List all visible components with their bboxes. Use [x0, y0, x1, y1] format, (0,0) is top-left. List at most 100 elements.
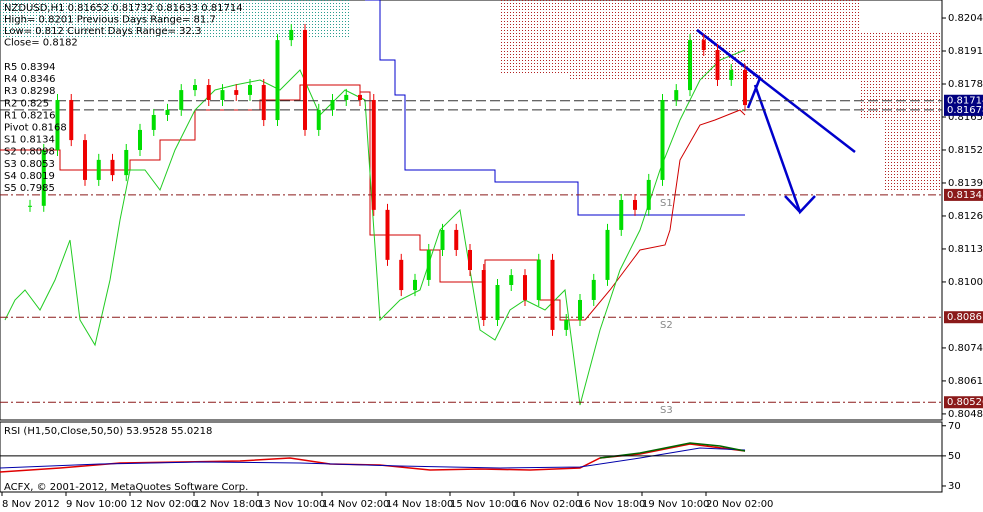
info-line: NZDUSD,H1 0.81652 0.81732 0.81633 0.8171… — [4, 3, 243, 14]
candle — [96, 159, 101, 180]
candle — [509, 275, 514, 285]
candle — [261, 85, 266, 121]
candle — [688, 40, 692, 91]
candle — [495, 284, 500, 321]
candle — [523, 275, 527, 300]
candle — [344, 94, 349, 100]
candle — [633, 199, 637, 210]
candle — [110, 159, 115, 176]
candle — [83, 140, 87, 180]
price-box — [944, 94, 983, 107]
x-tick-label: 12 Nov 18:00 — [194, 499, 261, 510]
x-tick-label: 16 Nov 18:00 — [578, 499, 645, 510]
candle — [399, 259, 404, 291]
price-box-label: 0.80861 — [947, 312, 983, 323]
candle — [715, 49, 720, 80]
x-tick-label: 8 Nov 2012 — [2, 499, 60, 510]
candle — [206, 85, 211, 100]
rsi-signal — [0, 447, 746, 469]
pivot-label: R5 0.8394 — [4, 62, 55, 73]
level-label: S3 — [660, 405, 673, 416]
x-tick-label: 14 Nov 02:00 — [322, 499, 389, 510]
x-tick-label: 13 Nov 10:00 — [258, 499, 325, 510]
candle — [536, 259, 541, 300]
price-box-label: 0.81714 — [947, 96, 983, 107]
price-box-label: 0.81678 — [947, 105, 983, 116]
pivot-label: R1 0.8216 — [4, 110, 55, 121]
x-tick-label: 9 Nov 10:00 — [66, 499, 127, 510]
candle — [220, 90, 225, 100]
rsi-panel — [0, 421, 943, 493]
level-label: S1 — [660, 198, 673, 209]
candle — [179, 90, 184, 110]
candle — [248, 85, 252, 95]
candle — [578, 299, 582, 321]
candle — [55, 99, 60, 150]
candle — [674, 90, 679, 100]
candle — [440, 229, 445, 250]
rsi-tick-label: 70 — [948, 421, 961, 432]
candle — [289, 29, 294, 41]
candle — [564, 320, 569, 330]
candle — [234, 90, 239, 95]
pivot-label: S3 0.8053 — [4, 159, 55, 170]
candle — [743, 70, 747, 106]
candle — [660, 99, 665, 180]
candle — [454, 229, 459, 250]
pivot-label: S2 0.8098 — [4, 147, 55, 158]
candle — [646, 179, 651, 210]
candle — [701, 40, 706, 50]
rsi-tick-label: 30 — [948, 481, 961, 492]
price-box — [944, 188, 983, 201]
candle — [138, 129, 142, 150]
x-tick-label: 20 Nov 02:00 — [706, 499, 773, 510]
info-line: Close= 0.8182 — [4, 38, 78, 49]
x-tick-label: 14 Nov 18:00 — [386, 499, 453, 510]
kijun-line — [365, 0, 745, 216]
pivot-label: S4 0.8019 — [4, 171, 55, 182]
candle — [193, 85, 197, 91]
candle — [28, 205, 32, 207]
info-line: High= 0.8201 Previous Days Range= 81.7 — [4, 15, 216, 26]
x-tick-label: 15 Nov 10:00 — [450, 499, 517, 510]
info-line: Low= 0.812 Current Days Range= 32.3 — [4, 26, 201, 37]
x-tick-label: 12 Nov 02:00 — [130, 499, 197, 510]
x-tick-label: 16 Nov 02:00 — [514, 499, 581, 510]
pivot-label: R4 0.8346 — [4, 74, 55, 85]
candle — [413, 279, 417, 291]
candle — [605, 229, 610, 280]
copyright: ACFX, © 2001-2012, MetaQuotes Software C… — [4, 482, 248, 493]
price-box-label: 0.80526 — [947, 397, 983, 408]
candle — [371, 99, 376, 210]
candle — [151, 114, 156, 130]
pivot-label: Pivot 0.8168 — [4, 123, 67, 134]
candle — [481, 270, 486, 321]
level-label: S2 — [660, 320, 673, 331]
rsi-tick-label: 50 — [948, 451, 961, 462]
candle — [330, 99, 335, 110]
candle — [358, 94, 362, 100]
pivot-label: S5 0.7985 — [4, 183, 55, 194]
pivot-label: R2 0.825 — [4, 98, 49, 109]
x-tick-label: 19 Nov 10:00 — [642, 499, 709, 510]
candle — [619, 199, 624, 230]
price-box — [944, 396, 983, 409]
tenkan-line — [0, 84, 746, 321]
candle — [591, 279, 596, 300]
price-box — [944, 311, 983, 324]
pivot-label: R3 0.8298 — [4, 86, 55, 97]
candle — [426, 249, 431, 280]
candle — [41, 149, 46, 206]
candle — [124, 149, 129, 176]
price-box — [944, 103, 983, 116]
